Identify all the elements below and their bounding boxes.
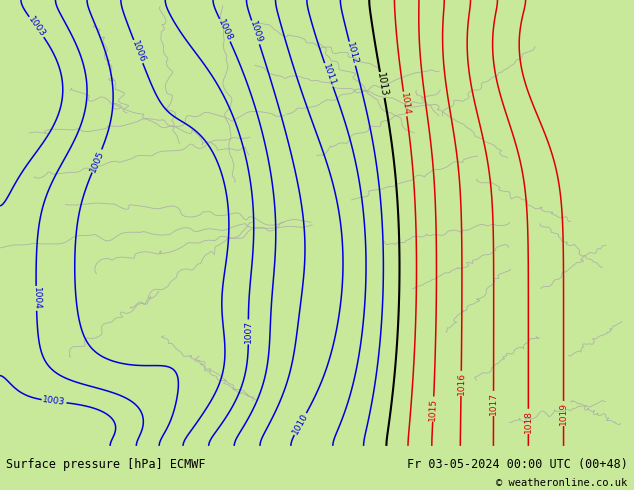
Text: Surface pressure [hPa] ECMWF: Surface pressure [hPa] ECMWF: [6, 458, 206, 471]
Text: © weatheronline.co.uk: © weatheronline.co.uk: [496, 478, 628, 488]
Text: 1018: 1018: [524, 410, 533, 433]
Text: 1005: 1005: [88, 148, 105, 173]
Text: 1016: 1016: [456, 372, 466, 395]
Text: 1009: 1009: [248, 20, 263, 45]
Text: 1017: 1017: [489, 392, 498, 415]
Text: 1004: 1004: [32, 287, 41, 310]
Text: 1019: 1019: [559, 402, 568, 425]
Text: Fr 03-05-2024 00:00 UTC (00+48): Fr 03-05-2024 00:00 UTC (00+48): [407, 458, 628, 471]
Text: 1012: 1012: [345, 42, 359, 66]
Text: 1003: 1003: [42, 395, 66, 407]
Text: 1013: 1013: [375, 72, 389, 98]
Text: 1015: 1015: [428, 397, 438, 421]
Text: 1006: 1006: [130, 39, 146, 64]
Text: 1014: 1014: [399, 92, 411, 116]
Text: 1007: 1007: [244, 320, 253, 343]
Text: 1010: 1010: [291, 412, 310, 436]
Text: 1003: 1003: [26, 15, 47, 39]
Text: 1011: 1011: [321, 63, 337, 87]
Text: 1008: 1008: [216, 18, 234, 43]
